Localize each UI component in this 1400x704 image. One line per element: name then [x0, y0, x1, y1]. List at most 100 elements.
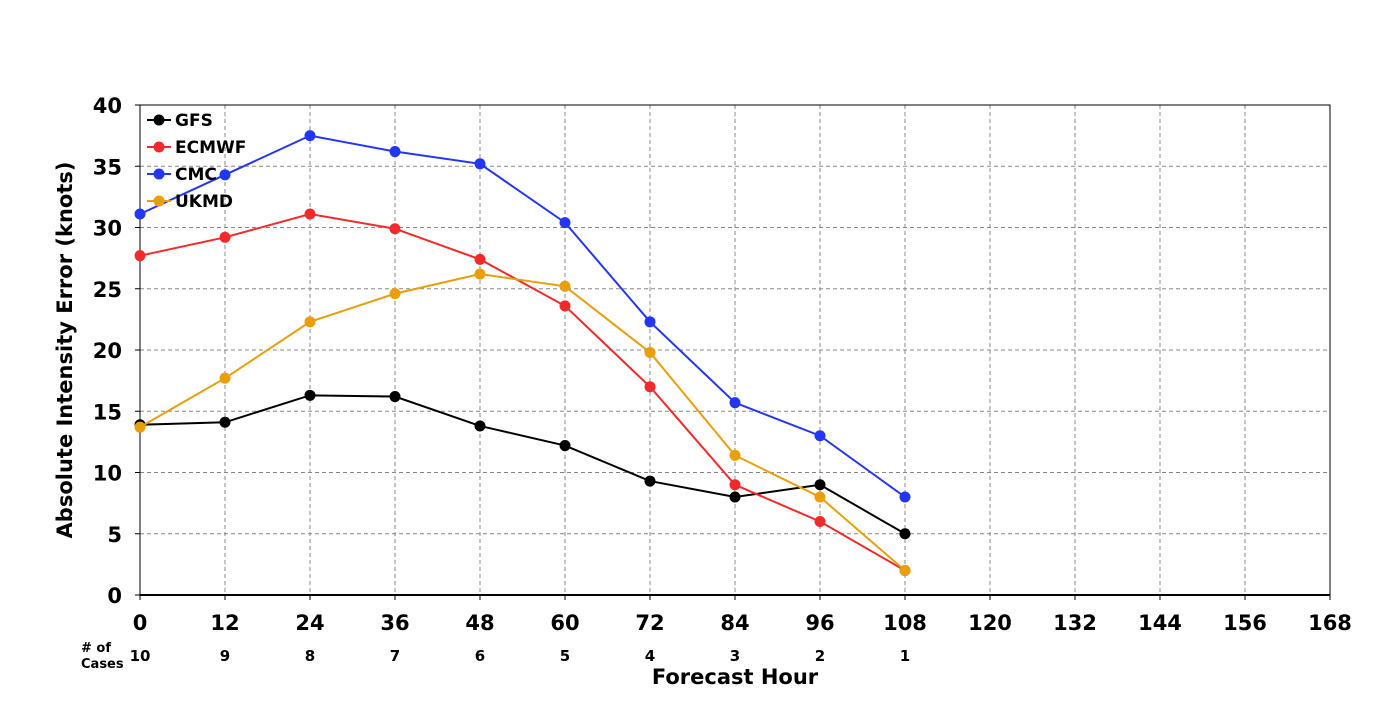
data-point-ukmd [389, 288, 401, 300]
data-point-gfs [559, 440, 571, 452]
series-ukmd [134, 268, 911, 576]
axes: 0 12 24 36 48 60 72 84 96 108 120 132 144 156 16805101… [93, 94, 1352, 665]
y-tick-label: 5 [107, 523, 122, 547]
data-point-ecmwf [729, 479, 741, 491]
series-line-ecmwf [139, 213, 906, 572]
legend-label: ECMWF [175, 138, 246, 158]
x-axis-title: Forecast Hour [652, 665, 819, 689]
x-tick-label: 24 [295, 611, 324, 635]
data-point-gfs [644, 475, 656, 487]
legend-item-cmc: CMC [147, 165, 217, 185]
legend-swatch-marker [153, 141, 165, 153]
legend-item-ecmwf: ECMWF [147, 138, 246, 158]
data-point-ecmwf [474, 253, 486, 265]
x-tick-label: 12 [210, 611, 239, 635]
y-tick-label: 15 [93, 400, 122, 424]
legend-swatch-marker [153, 195, 165, 207]
y-axis-title: Absolute Intensity Error (knots) [53, 162, 77, 539]
data-point-ukmd [644, 346, 656, 358]
cases-count: 9 [220, 647, 230, 665]
data-point-cmc [134, 208, 146, 220]
data-point-ecmwf [644, 381, 656, 393]
data-point-cmc [304, 130, 316, 142]
cases-title-line1: # of [81, 641, 111, 656]
x-tick-label: 120 [968, 611, 1012, 635]
cases-count: 7 [390, 647, 400, 665]
y-tick-label: 0 [107, 584, 122, 608]
data-point-ukmd [559, 280, 571, 292]
cases-count: 5 [560, 647, 570, 665]
legend-label: UKMD [175, 192, 233, 212]
data-point-ecmwf [304, 208, 316, 220]
cases-count: 3 [730, 647, 740, 665]
legend-item-gfs: GFS [147, 111, 213, 131]
x-tick-label: 108 [883, 611, 927, 635]
x-tick-label: 132 [1053, 611, 1097, 635]
data-point-ukmd [134, 421, 146, 433]
cases-count: 10 [130, 647, 151, 665]
data-point-gfs [474, 420, 486, 432]
data-point-ukmd [474, 268, 486, 280]
data-point-ecmwf [219, 231, 231, 243]
data-point-ukmd [304, 316, 316, 328]
x-tick-label: 84 [720, 611, 749, 635]
series-line-cmc [139, 134, 906, 498]
x-tick-label: 60 [550, 611, 579, 635]
y-tick-label: 25 [93, 278, 122, 302]
data-point-gfs [814, 479, 826, 491]
cases-count: 8 [305, 647, 315, 665]
legend: GFS ECMWF CMC UKMD [147, 111, 246, 212]
data-point-cmc [814, 430, 826, 442]
series-line-ukmd [139, 273, 906, 572]
legend-swatch-marker [153, 114, 165, 126]
x-tick-label: 72 [635, 611, 664, 635]
series-ecmwf [134, 208, 911, 576]
data-point-ukmd [899, 565, 911, 576]
y-tick-label: 30 [93, 217, 122, 241]
x-tick-label: 156 [1223, 611, 1267, 635]
cases-count: 2 [815, 647, 825, 665]
data-point-ukmd [814, 491, 826, 503]
grid [140, 105, 1330, 595]
x-tick-label: 48 [465, 611, 494, 635]
legend-label: GFS [175, 111, 213, 131]
data-point-cmc [219, 169, 231, 181]
data-point-ecmwf [814, 516, 826, 527]
data-point-cmc [729, 397, 741, 409]
data-point-gfs [219, 416, 231, 428]
y-tick-label: 35 [93, 155, 122, 179]
cases-count: 4 [645, 647, 655, 665]
data-point-cmc [389, 146, 401, 158]
y-tick-label: 20 [93, 339, 122, 363]
legend-label: CMC [175, 165, 217, 185]
cases-count: 1 [900, 647, 910, 665]
data-point-cmc [899, 491, 911, 503]
series-gfs [134, 389, 911, 540]
series-layer [134, 130, 911, 576]
cases-count: 6 [475, 647, 485, 665]
legend-item-ukmd: UKMD [147, 192, 233, 212]
cases-title-line2: Cases [81, 657, 124, 672]
x-tick-label: 0 [133, 611, 148, 635]
data-point-ecmwf [559, 300, 571, 312]
legend-swatch-marker [153, 168, 165, 180]
data-point-cmc [559, 217, 571, 229]
data-point-cmc [644, 316, 656, 328]
data-point-gfs [729, 491, 741, 503]
x-tick-label: 144 [1138, 611, 1182, 635]
y-tick-label: 10 [93, 462, 122, 486]
y-tick-label: 40 [93, 94, 122, 118]
data-point-ukmd [729, 449, 741, 461]
data-point-ukmd [219, 372, 231, 384]
data-point-ecmwf [134, 250, 146, 262]
data-point-gfs [899, 528, 911, 540]
data-point-gfs [389, 391, 401, 403]
x-tick-label: 168 [1308, 611, 1352, 635]
x-tick-label: 36 [380, 611, 409, 635]
series-line-gfs [139, 394, 906, 535]
data-point-ecmwf [389, 223, 401, 235]
series-cmc [134, 130, 911, 503]
data-point-gfs [304, 389, 316, 401]
